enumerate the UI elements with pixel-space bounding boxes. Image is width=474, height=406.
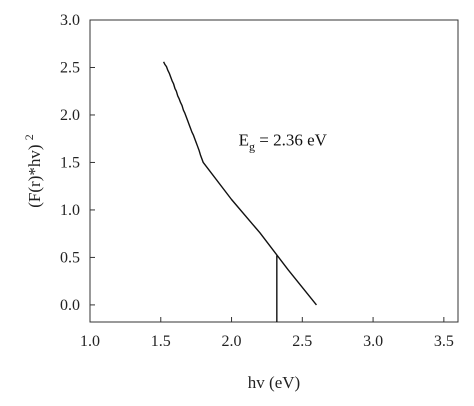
y-tick-label: 1.5 [60, 154, 80, 171]
y-axis-title: (F(r)*hv) 2 [22, 134, 44, 208]
x-axis-ticks: 1.0 1.5 2.0 2.5 3.0 3.5 [80, 317, 454, 350]
series-layer [162, 61, 318, 306]
x-tick-label: 3.5 [434, 333, 454, 350]
y-tick-label: 0.0 [60, 297, 80, 314]
y-axis-title-base: (F(r)*hv) [25, 144, 44, 207]
annotation-subscript: g [249, 139, 255, 153]
y-axis-title-superscript: 2 [22, 134, 36, 140]
y-axis-ticks: 0.0 0.5 1.0 1.5 2.0 2.5 3.0 [60, 12, 95, 314]
annotation-value: = 2.36 eV [255, 130, 328, 149]
annotation-base: E [239, 130, 249, 149]
x-tick-label: 2.0 [222, 333, 242, 350]
x-tick-label: 1.5 [151, 333, 171, 350]
y-tick-label: 1.0 [60, 202, 80, 219]
annotation-layer: Eg = 2.36 eV [239, 130, 328, 322]
y-tick-label: 2.5 [60, 59, 80, 76]
x-tick-label: 1.0 [80, 333, 100, 350]
series-line [162, 61, 318, 306]
x-tick-label: 3.0 [363, 333, 383, 350]
band-gap-annotation: Eg = 2.36 eV [239, 130, 328, 153]
y-tick-label: 2.0 [60, 107, 80, 124]
y-tick-label: 3.0 [60, 12, 80, 29]
y-tick-label: 0.5 [60, 249, 80, 266]
x-tick-label: 2.5 [292, 333, 312, 350]
plot-area-frame [89, 19, 459, 323]
x-axis-title: hv (eV) [248, 373, 300, 392]
